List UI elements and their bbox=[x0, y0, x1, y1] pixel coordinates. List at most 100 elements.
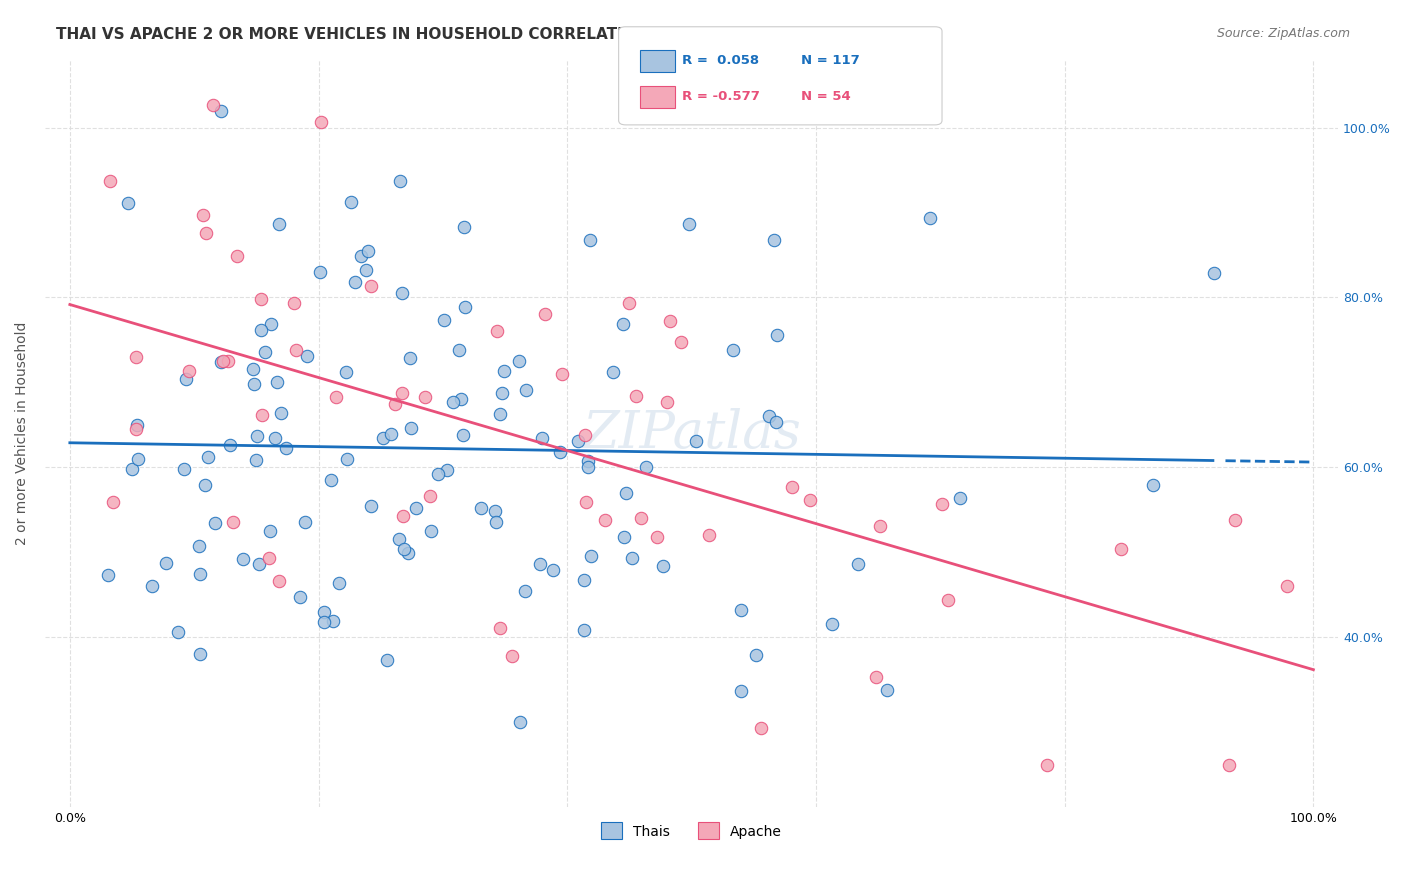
Thais bbox=[389, 174, 412, 188]
Thais bbox=[515, 584, 537, 599]
Thais bbox=[391, 286, 413, 301]
Thais bbox=[194, 478, 217, 492]
Thais bbox=[380, 427, 402, 442]
Apache bbox=[657, 395, 679, 409]
Thais bbox=[441, 395, 464, 409]
Thais bbox=[371, 431, 394, 445]
Thais bbox=[260, 317, 283, 331]
Apache bbox=[1036, 757, 1059, 772]
Thais bbox=[266, 375, 288, 389]
Apache bbox=[697, 528, 720, 542]
Apache bbox=[936, 592, 959, 607]
Apache bbox=[267, 574, 290, 589]
Apache bbox=[202, 98, 225, 112]
Thais bbox=[360, 500, 382, 514]
Thais bbox=[1142, 478, 1164, 492]
Thais bbox=[314, 605, 336, 619]
Thais bbox=[121, 461, 143, 475]
Thais bbox=[188, 648, 211, 662]
Apache bbox=[1111, 541, 1133, 556]
Thais bbox=[508, 354, 530, 368]
Thais bbox=[127, 418, 149, 433]
Thais bbox=[405, 501, 427, 516]
Thais bbox=[197, 450, 219, 464]
Text: R = -0.577: R = -0.577 bbox=[682, 90, 759, 103]
Thais bbox=[548, 445, 571, 459]
Apache bbox=[360, 279, 382, 293]
Thais bbox=[375, 653, 398, 667]
Thais bbox=[1204, 266, 1226, 280]
Thais bbox=[295, 349, 318, 363]
Thais bbox=[127, 451, 149, 466]
Thais bbox=[509, 715, 531, 730]
Thais bbox=[541, 563, 564, 577]
Thais bbox=[453, 219, 475, 234]
Thais bbox=[219, 437, 242, 451]
Thais bbox=[766, 327, 789, 342]
Thais bbox=[730, 684, 752, 698]
Apache bbox=[869, 518, 891, 533]
Apache bbox=[575, 494, 598, 508]
Apache bbox=[419, 489, 441, 503]
Apache bbox=[391, 386, 413, 401]
Thais bbox=[529, 557, 551, 571]
Thais bbox=[470, 501, 492, 516]
Text: THAI VS APACHE 2 OR MORE VEHICLES IN HOUSEHOLD CORRELATION CHART: THAI VS APACHE 2 OR MORE VEHICLES IN HOU… bbox=[56, 27, 711, 42]
Apache bbox=[780, 480, 803, 494]
Thais bbox=[723, 343, 745, 357]
Thais bbox=[616, 486, 638, 500]
Thais bbox=[576, 460, 599, 475]
Apache bbox=[624, 389, 647, 403]
Thais bbox=[515, 384, 537, 398]
Thais bbox=[678, 218, 700, 232]
Thais bbox=[730, 603, 752, 617]
Apache bbox=[177, 364, 200, 378]
Apache bbox=[257, 550, 280, 565]
Apache bbox=[250, 409, 273, 423]
Text: N = 117: N = 117 bbox=[801, 54, 860, 67]
Thais bbox=[685, 434, 707, 449]
Thais bbox=[602, 366, 624, 380]
Thais bbox=[246, 428, 269, 442]
Apache bbox=[630, 510, 652, 524]
Thais bbox=[491, 386, 513, 401]
Apache bbox=[212, 354, 235, 368]
Thais bbox=[574, 573, 596, 587]
Apache bbox=[226, 249, 249, 263]
Thais bbox=[745, 648, 768, 662]
Thais bbox=[530, 431, 553, 445]
Text: Source: ZipAtlas.com: Source: ZipAtlas.com bbox=[1216, 27, 1350, 40]
Thais bbox=[612, 317, 634, 331]
Apache bbox=[191, 209, 214, 223]
Thais bbox=[758, 409, 780, 423]
Thais bbox=[312, 615, 335, 629]
Thais bbox=[270, 406, 292, 420]
Apache bbox=[415, 390, 437, 404]
Thais bbox=[321, 473, 343, 487]
Apache bbox=[1225, 514, 1247, 528]
Thais bbox=[613, 530, 636, 544]
Apache bbox=[125, 351, 148, 365]
Thais bbox=[336, 451, 359, 466]
Apache bbox=[488, 621, 510, 635]
Thais bbox=[245, 452, 267, 467]
Thais bbox=[344, 276, 367, 290]
Thais bbox=[388, 532, 411, 546]
Apache bbox=[98, 174, 121, 188]
Thais bbox=[204, 516, 226, 530]
Thais bbox=[765, 415, 787, 429]
Thais bbox=[209, 103, 232, 118]
Thais bbox=[155, 556, 177, 570]
Apache bbox=[671, 335, 693, 350]
Thais bbox=[821, 616, 844, 631]
Thais bbox=[174, 372, 197, 386]
Thais bbox=[232, 551, 254, 566]
Thais bbox=[433, 313, 456, 327]
Thais bbox=[335, 365, 357, 379]
Thais bbox=[294, 515, 316, 529]
Thais bbox=[494, 364, 516, 378]
Apache bbox=[865, 670, 887, 684]
Thais bbox=[621, 551, 644, 566]
Apache bbox=[283, 295, 305, 310]
Thais bbox=[259, 524, 281, 538]
